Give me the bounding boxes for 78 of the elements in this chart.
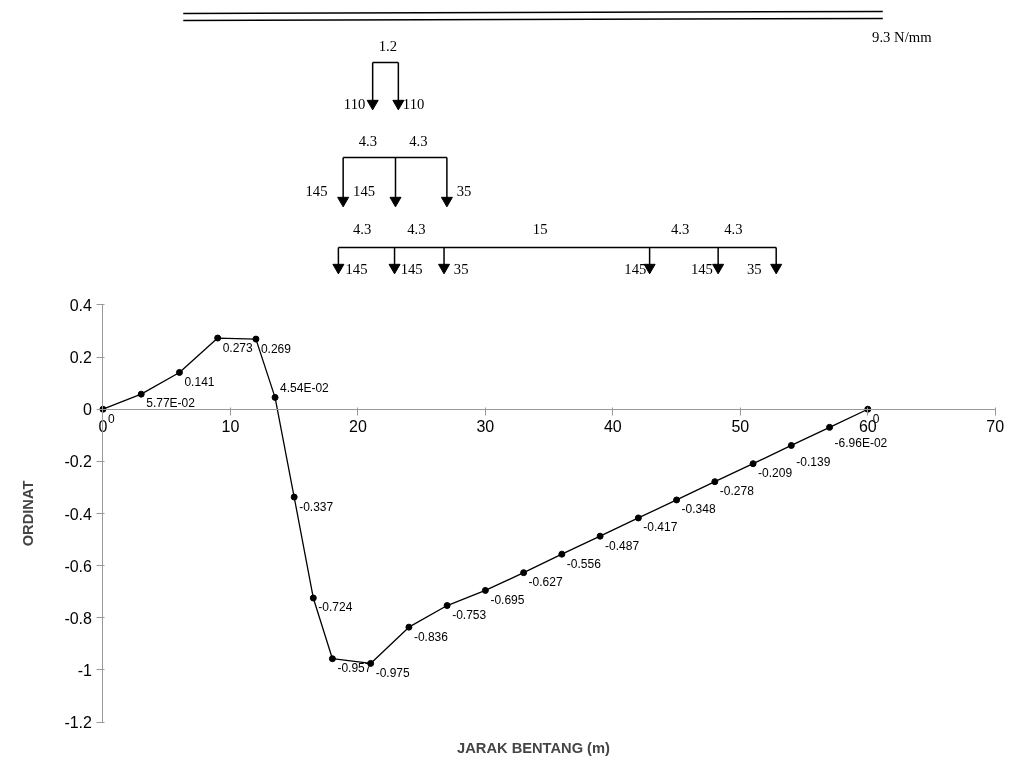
point <box>481 586 489 594</box>
data-label: 0.269 <box>260 341 292 356</box>
point <box>443 602 451 610</box>
point <box>252 335 260 343</box>
x-tick-label: 10 <box>221 418 240 436</box>
data-label: -0.556 <box>566 556 602 571</box>
y-tick-label: -1 <box>77 661 93 679</box>
data-label: -6.96E-02 <box>834 436 888 451</box>
point <box>290 493 298 501</box>
text: 145 <box>345 260 368 277</box>
data-label: -0.209 <box>758 466 793 481</box>
data-label: 5.77E-02 <box>146 396 196 411</box>
text: 110 <box>343 95 366 112</box>
text: 110 <box>402 95 425 112</box>
point <box>673 496 681 504</box>
point <box>520 569 528 577</box>
data-label: 0.273 <box>222 340 254 355</box>
text: 145 <box>305 182 328 199</box>
x-tick-label: 20 <box>349 418 367 436</box>
data-label: -0.337 <box>299 499 334 514</box>
x-tick-label: 40 <box>603 418 622 436</box>
data-label: -0.975 <box>375 665 411 680</box>
text: 9.3 N/mm <box>872 28 933 45</box>
text: 1.2 <box>378 37 398 54</box>
text: 145 <box>400 260 423 277</box>
y-tick-label: 0.2 <box>69 349 93 367</box>
point <box>826 423 834 431</box>
point <box>405 623 413 631</box>
text: 145 <box>624 260 647 277</box>
point <box>711 478 719 486</box>
text: 15 <box>532 220 548 237</box>
point <box>558 550 566 558</box>
point <box>175 368 183 376</box>
y-tick-label: -1.2 <box>64 714 93 732</box>
point <box>214 334 222 342</box>
data-label: -0.348 <box>681 502 716 517</box>
y-tick-label: 0.4 <box>69 296 93 314</box>
y-tick-label: 0 <box>83 401 93 419</box>
text: 4.3 <box>358 132 378 149</box>
text: 4.3 <box>407 220 426 237</box>
data-label: -0.753 <box>452 608 487 623</box>
data-label: -0.695 <box>490 592 525 607</box>
data-label: -0.278 <box>719 484 755 499</box>
x-axis-title: JARAK BENTANG (m) <box>457 739 611 756</box>
point <box>749 460 757 468</box>
data-label: 0.141 <box>184 374 215 389</box>
data-label: -0.724 <box>318 600 353 615</box>
data-label: -0.487 <box>605 538 640 553</box>
text: 35 <box>456 182 472 199</box>
point <box>634 514 642 522</box>
y-tick-label: -0.6 <box>64 557 93 575</box>
point <box>596 532 604 540</box>
data-label: -0.627 <box>528 575 563 590</box>
x-tick-label: 0 <box>98 418 108 436</box>
data-label: -0.139 <box>796 454 831 469</box>
data-label: -0.836 <box>413 629 449 644</box>
text: 145 <box>690 260 713 277</box>
y-tick-label: -0.8 <box>64 609 93 627</box>
y-axis-title: ORDINAT <box>19 480 36 547</box>
x-tick-label: 70 <box>986 418 1005 436</box>
x-tick-label: 50 <box>731 418 750 436</box>
point <box>787 441 795 449</box>
point <box>328 655 336 663</box>
y-tick-label: -0.4 <box>64 505 93 523</box>
point <box>309 594 317 602</box>
text: 4.3 <box>724 220 743 237</box>
text: 4.3 <box>409 132 428 149</box>
text: 4.3 <box>353 220 372 237</box>
point <box>271 393 279 401</box>
text: 35 <box>453 260 469 277</box>
x-tick-label: 30 <box>476 418 495 436</box>
y-tick-label: -0.2 <box>64 453 93 471</box>
data-label: -0.417 <box>643 520 678 535</box>
text: 145 <box>353 182 376 199</box>
data-label: 4.54E-02 <box>280 381 330 396</box>
text: 35 <box>746 260 762 277</box>
text: 4.3 <box>670 220 690 237</box>
point <box>137 390 145 398</box>
